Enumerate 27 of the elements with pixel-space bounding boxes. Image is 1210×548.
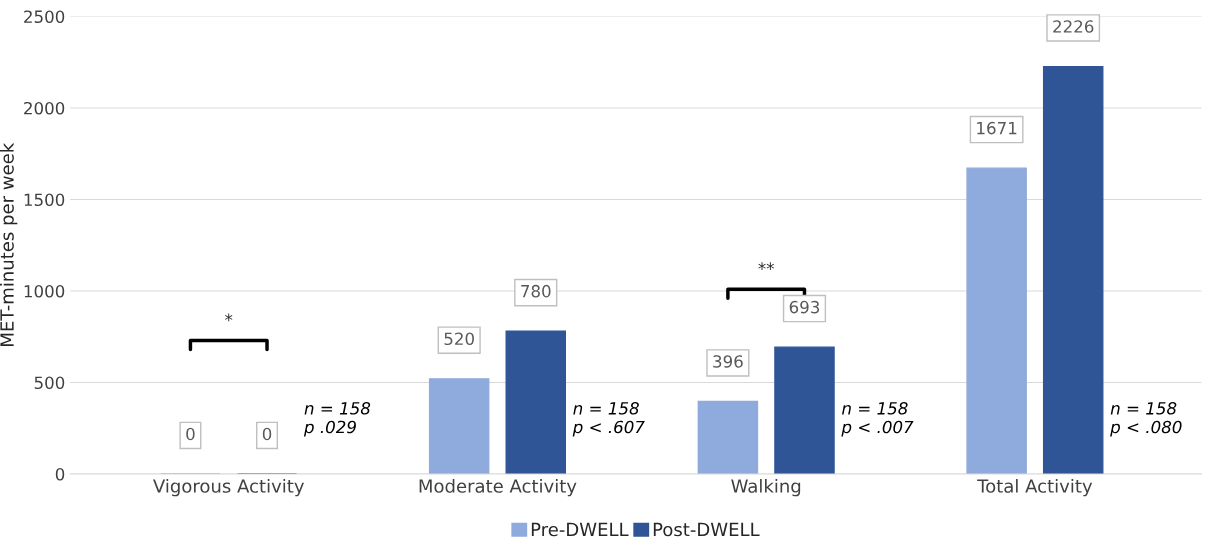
- legend-label: Post-DWELL: [653, 522, 760, 537]
- y-tick-label: 1500: [24, 193, 65, 207]
- annotation: n = 158 p < .080: [1110, 402, 1182, 437]
- data-label: 0: [186, 427, 195, 441]
- y-tick-label: 0: [55, 467, 65, 481]
- data-label: 693: [789, 300, 820, 314]
- y-tick-label: 1000: [24, 284, 65, 298]
- y-tick-label: 2500: [24, 10, 65, 24]
- x-tick-label: Total Activity: [977, 478, 1093, 497]
- annotation: n = 158 p < .607: [572, 402, 645, 437]
- data-label: 0: [262, 427, 272, 441]
- y-tick-label: 2000: [24, 101, 65, 115]
- data-label: 520: [444, 332, 474, 346]
- annotation: n = 158 p < .007: [841, 402, 914, 437]
- x-tick-label: Moderate Activity: [419, 478, 577, 497]
- data-label: 780: [521, 284, 551, 298]
- data-label: 1671: [977, 121, 1017, 135]
- y-tick-label: 500: [34, 376, 65, 390]
- y-axis-title: MET-minutes per week: [0, 142, 18, 346]
- annotation: *: [225, 313, 233, 322]
- annotation: n = 158 p .029: [303, 402, 371, 437]
- x-tick-label: Walking: [731, 478, 801, 497]
- annotation: **: [758, 262, 775, 270]
- x-tick-label: Vigorous Activity: [153, 478, 305, 497]
- data-label: 396: [713, 355, 743, 368]
- legend-label: Pre-DWELL: [531, 522, 629, 537]
- data-label: 2226: [1053, 20, 1094, 33]
